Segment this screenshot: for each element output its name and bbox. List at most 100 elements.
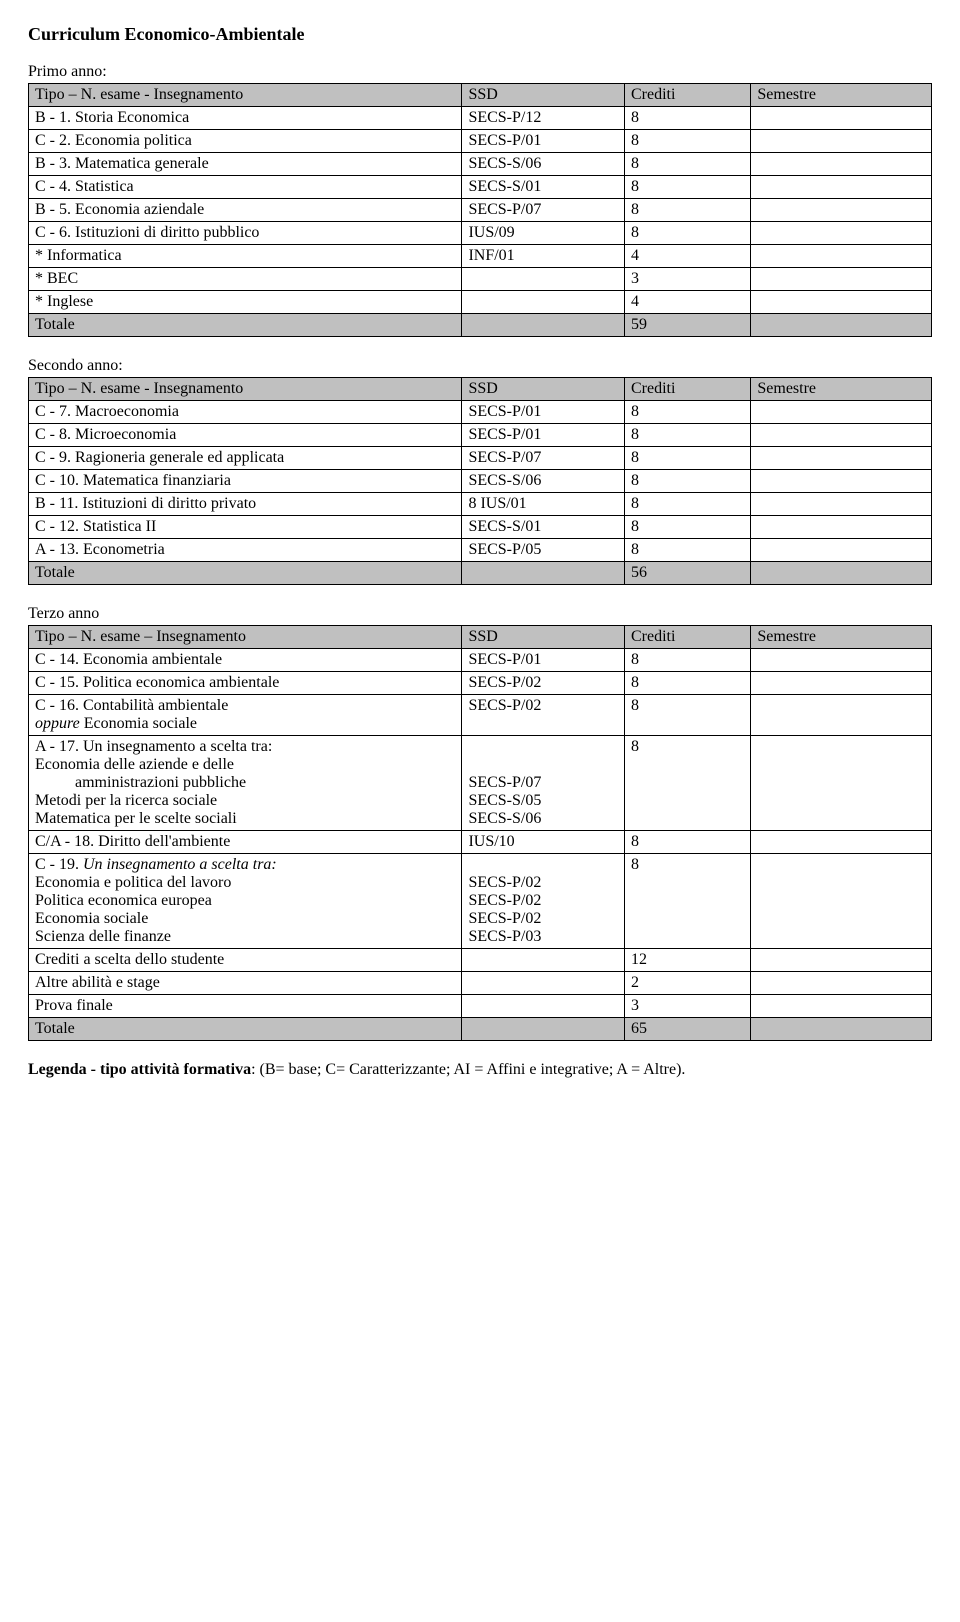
cell [751,245,932,268]
cell [751,107,932,130]
cell [751,995,932,1018]
col-header: Semestre [751,378,932,401]
table-row: C - 10. Matematica finanziariaSECS-S/068 [29,470,932,493]
text: SECS-S/06 [468,810,541,827]
cell: 8 [624,153,750,176]
cell: IUS/10 [462,831,625,854]
table-row: Crediti a scelta dello studente 12 [29,949,932,972]
cell [751,672,932,695]
cell: SECS-P/01 [462,130,625,153]
cell: C - 14. Economia ambientale [29,649,462,672]
table-row: C - 14. Economia ambientale SECS-P/01 8 [29,649,932,672]
cell [751,695,932,736]
col-header: Tipo – N. esame – Insegnamento [29,626,462,649]
cell [751,972,932,995]
cell [462,314,625,337]
cell: Crediti a scelta dello studente [29,949,462,972]
cell: 8 [624,736,750,831]
cell: C - 4. Statistica [29,176,462,199]
table-row: C - 16. Contabilità ambientale oppure Ec… [29,695,932,736]
table-row: B - 1. Storia EconomicaSECS-P/128 [29,107,932,130]
cell: C - 10. Matematica finanziaria [29,470,462,493]
text: Matematica per le scelte sociali [35,810,237,827]
cell [751,153,932,176]
secondo-table: Tipo – N. esame - Insegnamento SSD Credi… [28,377,932,585]
cell: * BEC [29,268,462,291]
table-row: C - 2. Economia politicaSECS-P/018 [29,130,932,153]
cell: 8 [624,539,750,562]
text: SECS-P/03 [468,928,541,945]
cell: 4 [624,245,750,268]
cell [462,995,625,1018]
cell [751,199,932,222]
cell: 8 [624,176,750,199]
terzo-label: Terzo anno [28,605,932,623]
text: SECS-P/02 [468,892,541,909]
table-row: C - 4. StatisticaSECS-S/018 [29,176,932,199]
total-row: Totale 59 [29,314,932,337]
cell: B - 1. Storia Economica [29,107,462,130]
cell: 8 [624,672,750,695]
legend-rest: : (B= base; C= Caratterizzante; AI = Aff… [251,1061,685,1078]
cell: 8 [624,516,750,539]
cell: C - 2. Economia politica [29,130,462,153]
col-header: SSD [462,84,625,107]
cell: SECS-P/07 SECS-S/05 SECS-S/06 [462,736,625,831]
cell [751,130,932,153]
cell: SECS-P/01 [462,649,625,672]
cell [751,493,932,516]
col-header: Tipo – N. esame - Insegnamento [29,378,462,401]
cell: 8 [624,401,750,424]
table-row: Prova finale 3 [29,995,932,1018]
cell: C/A - 18. Diritto dell'ambiente [29,831,462,854]
cell: 8 [624,199,750,222]
cell [751,854,932,949]
cell: INF/01 [462,245,625,268]
cell: Prova finale [29,995,462,1018]
cell: C - 6. Istituzioni di diritto pubblico [29,222,462,245]
cell [751,949,932,972]
cell [751,291,932,314]
cell [751,222,932,245]
text: SECS-P/02 [468,910,541,927]
cell: * Inglese [29,291,462,314]
table-row: C - 7. MacroeconomiaSECS-P/018 [29,401,932,424]
cell: 8 [624,493,750,516]
cell: SECS-P/02 [462,695,625,736]
text-italic: oppure [35,715,80,732]
cell [751,268,932,291]
col-header: Crediti [624,84,750,107]
table-row: C/A - 18. Diritto dell'ambiente IUS/10 8 [29,831,932,854]
cell: 8 [624,222,750,245]
cell [751,424,932,447]
cell: 12 [624,949,750,972]
cell: SECS-P/07 [462,199,625,222]
cell: SECS-S/06 [462,470,625,493]
primo-label: Primo anno: [28,63,932,81]
cell: C - 7. Macroeconomia [29,401,462,424]
text: Economia sociale [80,715,197,732]
table-row: A - 17. Un insegnamento a scelta tra: Ec… [29,736,932,831]
cell: SECS-P/01 [462,401,625,424]
cell: 4 [624,291,750,314]
total-value: 65 [624,1018,750,1041]
cell [751,470,932,493]
primo-table: Tipo – N. esame - Insegnamento SSD Credi… [28,83,932,337]
cell [751,401,932,424]
cell: 8 [624,107,750,130]
text: C - 19. [35,856,83,873]
cell [751,736,932,831]
cell: 8 [624,130,750,153]
cell [751,562,932,585]
table-row: * Inglese 4 [29,291,932,314]
cell: A - 13. Econometria [29,539,462,562]
text: Scienza delle finanze [35,928,171,945]
cell [751,1018,932,1041]
cell: C - 16. Contabilità ambientale oppure Ec… [29,695,462,736]
cell [462,291,625,314]
cell: SECS-S/01 [462,516,625,539]
col-header: Crediti [624,378,750,401]
total-row: Totale 56 [29,562,932,585]
text: C - 16. Contabilità ambientale [35,697,228,714]
text: SECS-P/07 [468,774,541,791]
